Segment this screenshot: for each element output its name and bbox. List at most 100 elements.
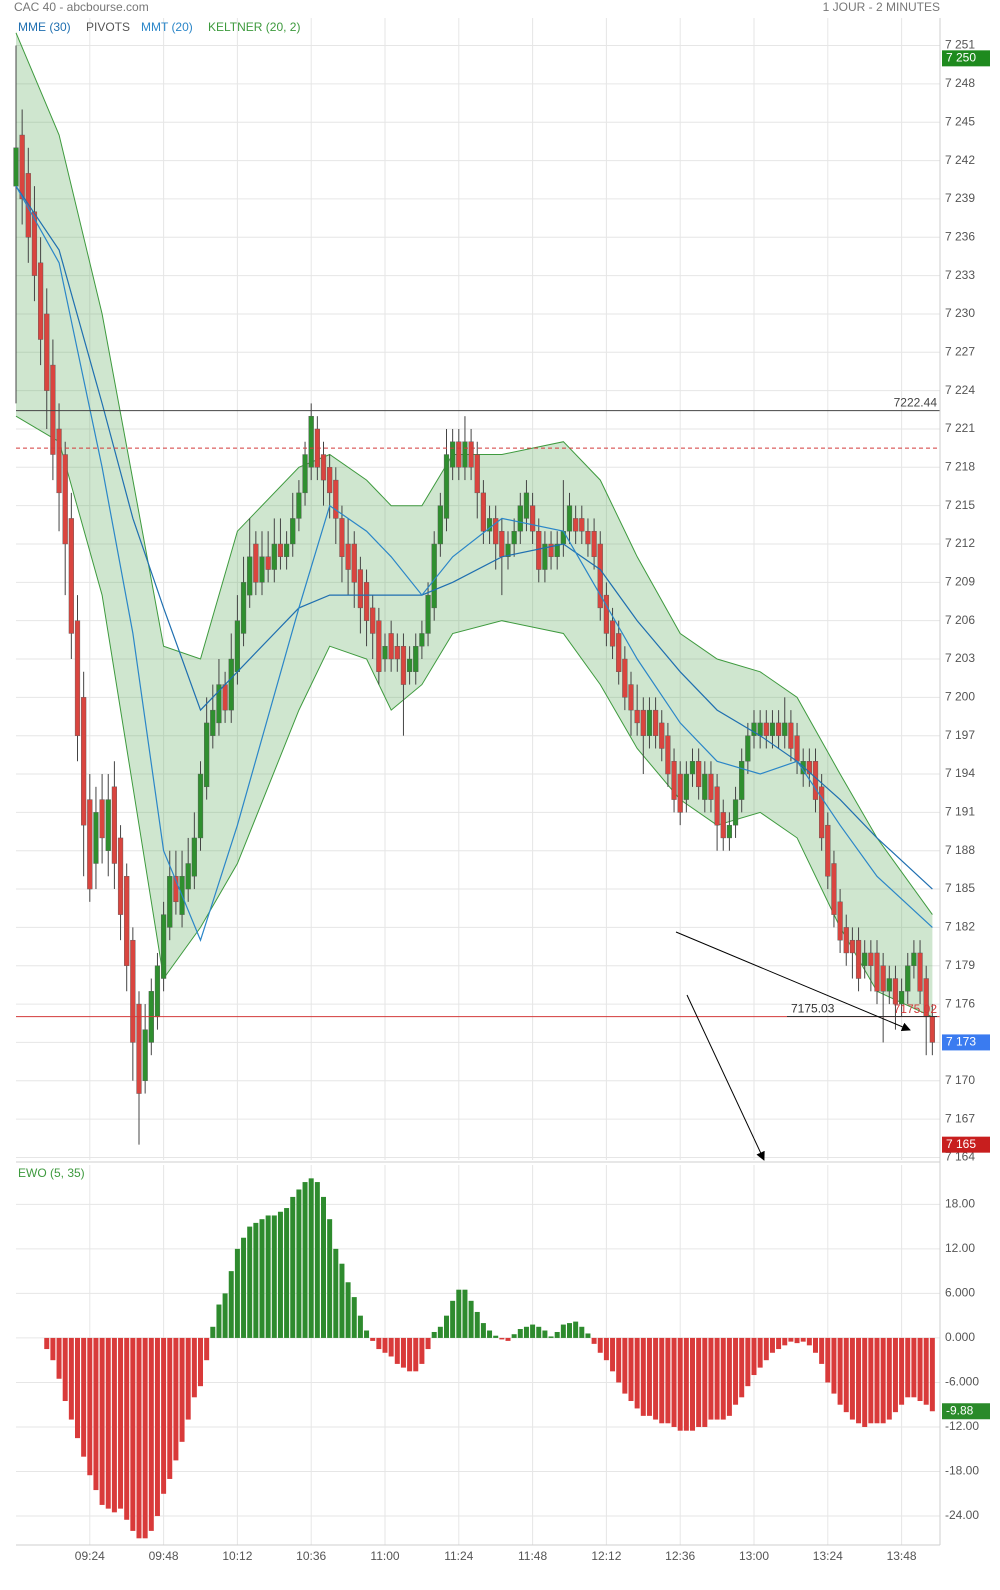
y-tick-label: 12.00 xyxy=(945,1241,975,1255)
candle-body xyxy=(603,594,610,634)
candle-body xyxy=(271,543,277,570)
candle-body xyxy=(566,505,573,532)
ewo-bar xyxy=(714,1337,720,1420)
candle-body xyxy=(327,467,333,494)
ewo-bar xyxy=(148,1337,154,1531)
candle-body xyxy=(831,863,837,915)
candle-body xyxy=(130,939,136,1043)
ewo-bar xyxy=(671,1337,677,1427)
candle-body xyxy=(812,761,819,800)
candle-body xyxy=(117,837,124,915)
ewo-bar xyxy=(751,1337,757,1376)
ewo-bar xyxy=(450,1300,456,1338)
ewo-bar xyxy=(831,1337,837,1394)
ewo-bar xyxy=(431,1331,437,1338)
ewo-bar xyxy=(868,1337,874,1424)
ewo-bar xyxy=(499,1337,505,1340)
ewo-bar xyxy=(862,1337,868,1427)
ewo-label: -9.88 xyxy=(946,1403,974,1417)
candle-body xyxy=(757,722,763,736)
candle-body xyxy=(665,735,671,775)
ewo-bar xyxy=(253,1222,259,1338)
candle-body xyxy=(468,441,474,468)
x-tick-label: 11:48 xyxy=(518,1549,547,1563)
ewo-bar xyxy=(474,1311,480,1338)
ewo-bar xyxy=(388,1337,394,1357)
y-tick-label: 7 215 xyxy=(945,498,975,512)
panel-title: EWO (5, 35) xyxy=(18,1166,85,1180)
ewo-bar xyxy=(653,1337,659,1420)
ewo-bar xyxy=(505,1337,511,1341)
ewo-bar xyxy=(548,1336,554,1338)
ewo-bar xyxy=(376,1337,382,1350)
candle-body xyxy=(124,876,130,966)
candle-body xyxy=(400,646,407,685)
ewo-bar xyxy=(462,1289,468,1338)
y-tick-label: 7 209 xyxy=(945,575,975,589)
y-tick-label: 7 191 xyxy=(945,805,975,819)
ewo-bar xyxy=(444,1315,449,1338)
legend-item: KELTNER (20, 2) xyxy=(208,20,300,34)
ewo-bar xyxy=(745,1337,751,1387)
candle-body xyxy=(745,735,751,762)
ewo-bar xyxy=(899,1337,905,1405)
candle-body xyxy=(413,646,419,672)
ewo-bar xyxy=(400,1337,406,1368)
price-label-box xyxy=(942,1034,990,1051)
ewo-bar xyxy=(333,1248,339,1338)
candle-body xyxy=(19,134,25,200)
ewo-bar xyxy=(567,1323,572,1338)
ewo-bar xyxy=(425,1337,431,1350)
ewo-bar xyxy=(788,1337,794,1342)
ewo-bar xyxy=(782,1337,788,1346)
ewo-bar xyxy=(585,1333,591,1338)
candle-body xyxy=(111,786,118,864)
drawn-arrow xyxy=(686,994,765,1161)
y-tick-label: 7 221 xyxy=(945,421,975,435)
ewo-bar xyxy=(523,1326,529,1338)
candle-body xyxy=(259,556,265,583)
price-label: 7 165 xyxy=(946,1137,976,1151)
ewo-bar xyxy=(739,1337,745,1398)
y-tick-label: 7 200 xyxy=(945,690,975,704)
keltner-fill xyxy=(16,32,933,1017)
ewo-bar xyxy=(720,1337,726,1420)
x-tick-label: 09:24 xyxy=(75,1549,105,1563)
candle-body xyxy=(302,454,308,494)
candle-body xyxy=(339,518,345,557)
candle-body xyxy=(357,569,364,609)
ewo-bar xyxy=(813,1337,818,1353)
ewo-bar xyxy=(259,1219,265,1338)
ewo-bar xyxy=(327,1219,333,1338)
ewo-bar xyxy=(56,1337,62,1379)
ewo-bar xyxy=(234,1248,240,1338)
ewo-bar xyxy=(886,1337,892,1420)
ewo-bar xyxy=(708,1337,714,1420)
ewo-bar xyxy=(573,1321,579,1338)
candle-body xyxy=(370,607,376,634)
ewo-bar xyxy=(511,1334,517,1338)
ewo-bar xyxy=(339,1263,345,1338)
ewo-bar xyxy=(487,1330,493,1338)
candle-body xyxy=(640,709,646,736)
candle-body xyxy=(93,812,99,864)
ewo-bar xyxy=(271,1215,277,1338)
candle-body xyxy=(486,518,493,532)
x-tick-label: 12:36 xyxy=(665,1549,695,1563)
ewo-bar xyxy=(917,1337,923,1402)
candle-body xyxy=(505,543,511,557)
legend-item: PIVOTS xyxy=(86,20,130,34)
ewo-bar xyxy=(726,1337,732,1416)
ewo-bar xyxy=(536,1326,542,1338)
candle-body xyxy=(173,876,179,903)
ewo-bar xyxy=(702,1337,708,1427)
ewo-bar xyxy=(407,1337,413,1372)
candle-body xyxy=(407,658,413,672)
x-tick-label: 10:12 xyxy=(222,1549,252,1563)
candle-body xyxy=(136,1003,142,1094)
y-tick-label: 7 182 xyxy=(945,920,975,934)
y-tick-label: 7 227 xyxy=(945,344,975,358)
y-tick-label: -6.000 xyxy=(945,1375,979,1389)
ewo-bar xyxy=(905,1337,911,1398)
ewo-bar xyxy=(806,1337,812,1346)
